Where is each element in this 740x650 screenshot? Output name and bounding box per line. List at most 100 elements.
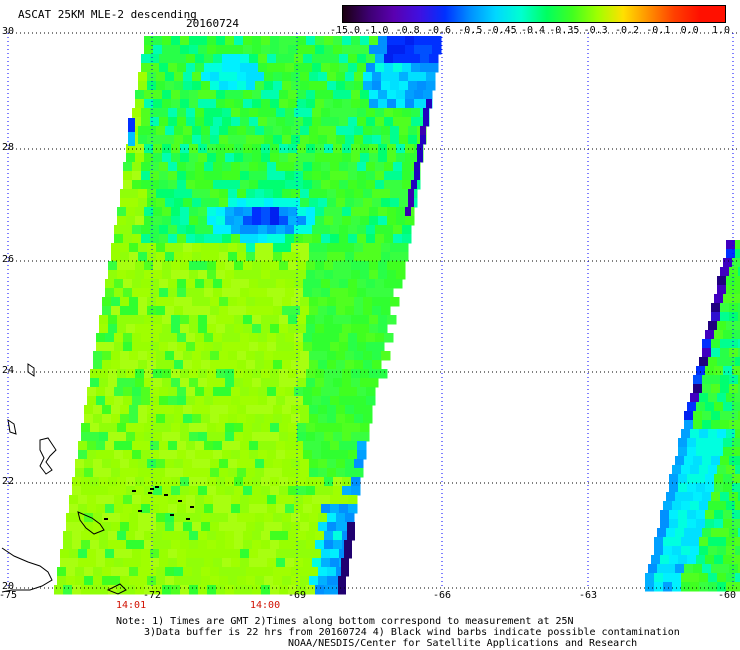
swath-pixel bbox=[729, 339, 739, 349]
swath-pixel bbox=[279, 207, 289, 217]
island-mark bbox=[148, 492, 152, 494]
swath-pixel bbox=[192, 306, 202, 316]
swath-pixel bbox=[342, 531, 352, 541]
swath-pixel bbox=[324, 378, 334, 388]
swath-pixel bbox=[174, 360, 184, 370]
swath-pixel bbox=[165, 81, 175, 91]
swath-pixel bbox=[291, 252, 301, 262]
swath-pixel bbox=[153, 270, 163, 280]
swath-pixel bbox=[243, 36, 253, 46]
swath-pixel bbox=[171, 531, 181, 541]
swath-pixel bbox=[126, 423, 136, 433]
swath-pixel bbox=[129, 297, 139, 307]
swath-pixel bbox=[183, 459, 193, 469]
swath-pixel bbox=[282, 459, 292, 469]
swath-pixel bbox=[303, 63, 313, 73]
swath-pixel bbox=[717, 573, 727, 583]
swath-pixel bbox=[192, 72, 202, 82]
swath-pixel bbox=[84, 567, 94, 577]
swath-pixel bbox=[390, 252, 400, 262]
swath-pixel bbox=[306, 45, 316, 55]
color-scale-label: -0.8 bbox=[395, 25, 420, 36]
swath-pixel bbox=[135, 378, 145, 388]
swath-pixel bbox=[171, 540, 181, 550]
swath-pixel bbox=[723, 294, 733, 304]
swath-pixel bbox=[429, 54, 439, 64]
swath-pixel bbox=[222, 450, 232, 460]
swath-pixel bbox=[282, 468, 292, 478]
swath-pixel bbox=[369, 315, 379, 325]
swath-pixel bbox=[318, 351, 328, 361]
swath-pixel bbox=[228, 468, 238, 478]
swath-pixel bbox=[192, 513, 202, 523]
swath-pixel bbox=[168, 342, 178, 352]
swath-pixel bbox=[93, 351, 103, 361]
swath-pixel bbox=[309, 405, 319, 415]
swath-pixel bbox=[105, 441, 115, 451]
swath-pixel bbox=[363, 126, 373, 136]
swath-pixel bbox=[720, 411, 730, 421]
swath-pixel bbox=[132, 450, 142, 460]
swath-pixel bbox=[312, 225, 322, 235]
swath-pixel bbox=[339, 63, 349, 73]
swath-pixel bbox=[243, 423, 253, 433]
swath-pixel bbox=[228, 252, 238, 262]
swath-pixel bbox=[360, 369, 370, 379]
swath-pixel bbox=[213, 396, 223, 406]
swath-pixel bbox=[129, 360, 139, 370]
swath-pixel bbox=[153, 36, 163, 46]
swath-pixel bbox=[333, 531, 343, 541]
swath-pixel bbox=[384, 333, 394, 343]
swath-pixel bbox=[102, 306, 112, 316]
swath-pixel bbox=[150, 171, 160, 181]
swath-pixel bbox=[324, 36, 334, 46]
swath-pixel bbox=[237, 513, 247, 523]
swath-pixel bbox=[348, 333, 358, 343]
swath-pixel bbox=[408, 198, 414, 208]
swath-pixel bbox=[213, 162, 223, 172]
swath-pixel bbox=[288, 315, 298, 325]
swath-pixel bbox=[114, 279, 124, 289]
swath-pixel bbox=[291, 522, 301, 532]
swath-pixel bbox=[189, 540, 199, 550]
swath-pixel bbox=[219, 459, 229, 469]
swath-pixel bbox=[309, 198, 319, 208]
swath-pixel bbox=[366, 180, 376, 190]
swath-pixel bbox=[393, 54, 403, 64]
swath-pixel bbox=[216, 324, 226, 334]
swath-pixel bbox=[270, 531, 280, 541]
swath-pixel bbox=[255, 198, 265, 208]
swath-pixel bbox=[150, 234, 160, 244]
swath-pixel bbox=[165, 522, 175, 532]
swath-pixel bbox=[699, 573, 709, 583]
swath-pixel bbox=[126, 324, 136, 334]
swath-pixel bbox=[207, 99, 217, 109]
swath-pixel bbox=[135, 144, 145, 154]
swath-pixel bbox=[237, 252, 247, 262]
swath-pixel bbox=[249, 549, 259, 559]
swath-pixel bbox=[282, 522, 292, 532]
swath-pixel bbox=[168, 234, 178, 244]
swath-pixel bbox=[162, 144, 172, 154]
swath-pixel bbox=[270, 216, 280, 226]
swath-pixel bbox=[660, 510, 670, 520]
swath-pixel bbox=[111, 414, 121, 424]
swath-pixel bbox=[336, 351, 346, 361]
swath-pixel bbox=[315, 432, 325, 442]
swath-pixel bbox=[324, 585, 334, 595]
swath-pixel bbox=[195, 549, 205, 559]
swath-pixel bbox=[348, 117, 358, 127]
swath-pixel bbox=[213, 171, 223, 181]
swath-pixel bbox=[213, 504, 223, 514]
swath-pixel bbox=[351, 369, 361, 379]
swath-pixel bbox=[150, 396, 160, 406]
swath-pixel bbox=[207, 270, 217, 280]
swath-pixel bbox=[330, 450, 340, 460]
swath-pixel bbox=[264, 198, 274, 208]
swath-pixel bbox=[303, 549, 313, 559]
swath-pixel bbox=[267, 279, 277, 289]
swath-pixel bbox=[213, 549, 223, 559]
swath-pixel bbox=[87, 495, 97, 505]
swath-pixel bbox=[318, 522, 328, 532]
swath-pixel bbox=[147, 576, 157, 586]
